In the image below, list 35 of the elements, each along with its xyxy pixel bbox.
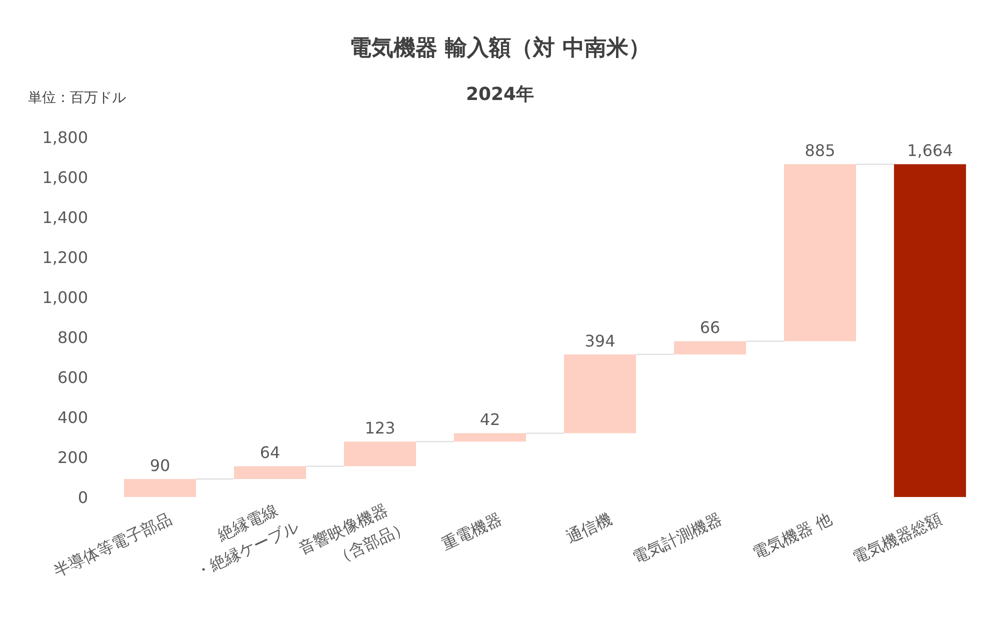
data-label: 123 [364, 418, 396, 438]
y-tick-label: 1,800 [42, 128, 88, 147]
data-label: 90 [150, 456, 170, 475]
bar [784, 164, 856, 342]
y-tick-label: 1,600 [42, 168, 88, 187]
y-tick-label: 1,000 [42, 288, 88, 307]
bar [894, 164, 966, 497]
bar [234, 466, 306, 479]
data-label: 885 [804, 141, 836, 160]
y-tick-label: 400 [57, 408, 88, 427]
x-tick-label: 電気機器 他 [750, 509, 835, 562]
bar [124, 479, 196, 497]
y-tick-label: 600 [57, 368, 88, 387]
chart-subtitle: 2024年 [466, 84, 534, 105]
data-label: 1,664 [907, 141, 953, 160]
y-tick-label: 1,200 [42, 248, 88, 267]
text: 単位：百万ドル [28, 90, 126, 106]
data-label: 394 [584, 331, 616, 350]
x-tick-label: 電気機器総額 [850, 509, 945, 568]
data-label: 42 [480, 410, 500, 430]
x-tick-label: 半導体等電子部品 [50, 509, 175, 581]
y-tick-label: 200 [57, 448, 88, 467]
y-tick-label: 1,400 [42, 208, 88, 227]
data-label: 66 [700, 318, 720, 338]
bar [344, 442, 416, 466]
chart-title: 電気機器 輸入額（対 中南米） [349, 35, 651, 61]
bar [454, 433, 526, 442]
y-tick-label: 0 [78, 488, 88, 507]
bar [564, 354, 636, 434]
x-tick-label: 電気計測機器 [630, 509, 725, 568]
y-tick-label: 800 [57, 328, 88, 347]
bar [674, 341, 746, 354]
x-tick-label: 重電機器 [438, 509, 505, 554]
x-tick-label: 通信機 [563, 509, 615, 547]
data-label: 64 [260, 443, 280, 462]
